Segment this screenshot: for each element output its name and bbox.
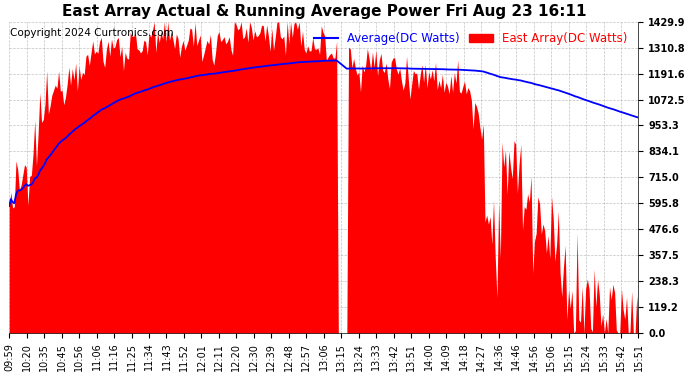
Legend: Average(DC Watts), East Array(DC Watts): Average(DC Watts), East Array(DC Watts) [310,28,633,50]
Title: East Array Actual & Running Average Power Fri Aug 23 16:11: East Array Actual & Running Average Powe… [61,4,586,19]
Text: Copyright 2024 Curtronics.com: Copyright 2024 Curtronics.com [10,28,174,38]
